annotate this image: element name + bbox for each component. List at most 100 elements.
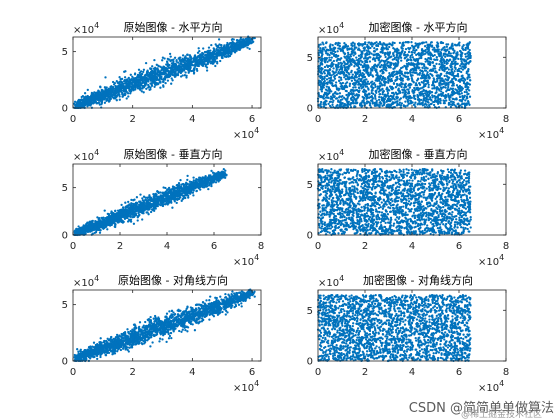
scatter-point bbox=[403, 65, 407, 68]
scatter-point bbox=[370, 52, 373, 55]
scatter-point bbox=[129, 73, 132, 76]
scatter-point bbox=[109, 97, 112, 100]
scatter-point bbox=[344, 67, 347, 70]
scatter-point bbox=[350, 44, 353, 47]
scatter-point bbox=[347, 53, 350, 56]
scatter-point bbox=[417, 72, 421, 76]
scatter-point bbox=[426, 71, 429, 74]
scatter-point bbox=[84, 99, 87, 103]
scatter-point bbox=[192, 179, 195, 182]
scatter-point bbox=[386, 91, 390, 95]
scatter-point bbox=[468, 89, 471, 92]
scatter-point bbox=[366, 57, 370, 60]
scatter-point bbox=[328, 53, 331, 57]
scatter-point bbox=[246, 37, 249, 40]
scatter-point bbox=[323, 75, 326, 79]
scatter-point bbox=[395, 72, 398, 75]
scatter-point bbox=[347, 65, 350, 68]
scatter-point bbox=[371, 58, 375, 61]
scatter-point bbox=[385, 99, 389, 102]
scatter-point bbox=[425, 103, 428, 107]
x-tick-label: 2 bbox=[129, 114, 135, 125]
scatter-point bbox=[463, 63, 467, 66]
scatter-point bbox=[364, 90, 368, 93]
scatter-point bbox=[447, 68, 450, 71]
scatter-point bbox=[457, 67, 461, 70]
scatter-point bbox=[465, 91, 468, 94]
scatter-point bbox=[425, 41, 428, 44]
scatter-point bbox=[329, 46, 332, 50]
scatter-point bbox=[447, 92, 450, 96]
scatter-point bbox=[433, 49, 437, 52]
scatter-point bbox=[414, 42, 417, 45]
scatter-point bbox=[413, 88, 417, 92]
scatter-point bbox=[118, 93, 121, 96]
scatter-point bbox=[440, 59, 443, 63]
scatter-point bbox=[207, 46, 211, 49]
scatter-point bbox=[432, 84, 436, 87]
scatter-point bbox=[328, 91, 331, 95]
scatter-point bbox=[428, 76, 431, 79]
scatter-point bbox=[466, 70, 470, 73]
scatter-point bbox=[371, 100, 374, 104]
scatter-point bbox=[350, 50, 353, 54]
scatter-point bbox=[324, 103, 328, 106]
scatter-point bbox=[353, 84, 356, 87]
scatter-point bbox=[420, 92, 423, 96]
scatter-point bbox=[416, 98, 420, 101]
scatter-point bbox=[429, 68, 433, 71]
scatter-point bbox=[424, 50, 427, 53]
scatter-point bbox=[427, 81, 430, 84]
scatter-point bbox=[348, 55, 351, 59]
scatter-point bbox=[364, 69, 367, 72]
scatter-point bbox=[319, 100, 323, 104]
scatter-point bbox=[351, 76, 355, 80]
scatter-point bbox=[423, 67, 426, 70]
scatter-point bbox=[430, 90, 434, 94]
scatter-point bbox=[453, 98, 456, 101]
scatter-point bbox=[464, 52, 467, 56]
scatter-point bbox=[382, 71, 385, 74]
subplot-title: 加密图像 - 水平方向 bbox=[369, 20, 468, 34]
scatter-point bbox=[329, 97, 332, 100]
scatter-point bbox=[403, 83, 406, 86]
scatter-point bbox=[439, 52, 443, 55]
scatter-point bbox=[205, 69, 209, 72]
scatter-point bbox=[230, 41, 233, 45]
scatter-point bbox=[440, 77, 443, 80]
scatter-point bbox=[318, 79, 321, 82]
scatter-point bbox=[407, 41, 410, 44]
scatter-point bbox=[372, 86, 375, 90]
scatter-point bbox=[377, 53, 381, 57]
scatter-point bbox=[192, 72, 196, 75]
scatter-point bbox=[341, 102, 344, 105]
scatter-point bbox=[344, 44, 347, 48]
scatter-point bbox=[171, 63, 175, 66]
scatter-point bbox=[362, 98, 365, 102]
scatter-point bbox=[170, 58, 174, 62]
scatter-point bbox=[461, 74, 464, 77]
scatter-point bbox=[417, 44, 420, 47]
scatter-point bbox=[352, 61, 355, 64]
scatter-point bbox=[359, 71, 362, 74]
scatter-point bbox=[350, 79, 354, 82]
scatter-point bbox=[149, 67, 152, 71]
scatter-point bbox=[217, 38, 221, 41]
scatter-point bbox=[334, 90, 337, 94]
scatter-point bbox=[417, 67, 420, 70]
scatter-point bbox=[370, 41, 373, 44]
scatter-point bbox=[156, 83, 159, 86]
scatter-point bbox=[391, 43, 394, 46]
scatter-point bbox=[443, 64, 446, 68]
scatter-point bbox=[433, 58, 437, 62]
scatter-point bbox=[438, 54, 441, 58]
scatter-point bbox=[249, 42, 253, 45]
scatter-point bbox=[450, 93, 453, 96]
scatter-point bbox=[150, 78, 153, 82]
scatter-point bbox=[419, 77, 423, 80]
scatter-point bbox=[439, 97, 442, 101]
scatter-point bbox=[124, 87, 127, 90]
scatter-point bbox=[424, 60, 427, 63]
scatter-point bbox=[331, 84, 334, 87]
scatter-point bbox=[438, 68, 441, 72]
